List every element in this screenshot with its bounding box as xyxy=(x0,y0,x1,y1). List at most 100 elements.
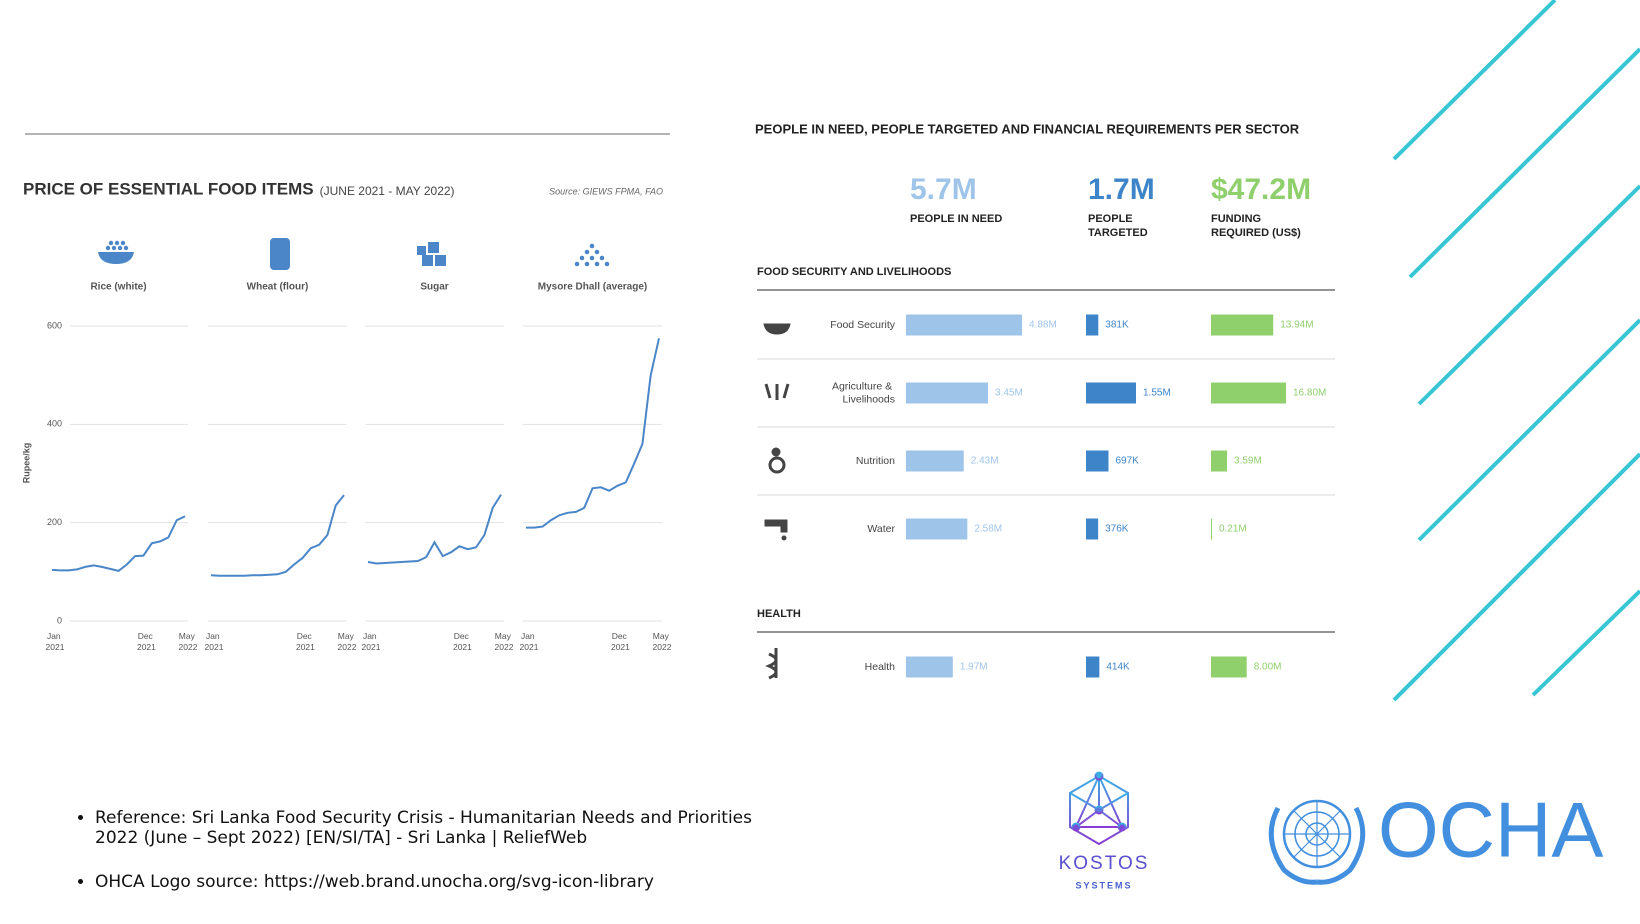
value-label: 0.21M xyxy=(1219,524,1247,535)
rice-icon xyxy=(114,240,120,246)
bar xyxy=(906,656,953,678)
sector-label: Agriculture & Livelihoods xyxy=(832,380,895,405)
sugar-icon xyxy=(435,255,446,266)
price-line xyxy=(526,338,660,529)
value-label: 8.00M xyxy=(1254,662,1282,673)
summary-label: PEOPLE TARGETED xyxy=(1088,213,1148,239)
y-tick-label: 400 xyxy=(47,419,62,429)
dhall-icon xyxy=(604,261,610,267)
rice-icon xyxy=(117,245,123,251)
y-tick-label: 600 xyxy=(47,320,62,330)
x-tick-label: Jan 2021 xyxy=(46,631,65,652)
bar xyxy=(906,518,968,540)
summary-label: FUNDING REQUIRED (US$) xyxy=(1211,213,1301,239)
value-label: 1.97M xyxy=(960,662,988,673)
price-line xyxy=(51,515,186,572)
x-tick-label: Dec 2021 xyxy=(453,631,472,652)
summary-total: $47.2M xyxy=(1211,173,1311,206)
value-label: 2.43M xyxy=(971,456,999,467)
reference-item: OHCA Logo source: https://web.brand.unoc… xyxy=(95,872,785,892)
rice-icon xyxy=(123,245,129,251)
ocha-wordmark: OCHA xyxy=(1378,786,1603,874)
water-icon xyxy=(780,519,788,533)
summary-label: PEOPLE IN NEED xyxy=(910,213,1003,225)
panel-title: Sugar xyxy=(420,282,448,293)
bar xyxy=(1086,314,1099,336)
dhall-icon xyxy=(584,249,590,255)
food-security-icon xyxy=(763,323,791,335)
chart-title: PRICE OF ESSENTIAL FOOD ITEMS xyxy=(23,179,314,198)
bar xyxy=(1211,450,1228,472)
bar xyxy=(906,314,1022,336)
un-emblem xyxy=(1268,799,1366,885)
value-label: 16.80M xyxy=(1293,388,1326,399)
x-tick-label: May 2022 xyxy=(338,631,357,652)
health-icon xyxy=(765,648,778,680)
deco-line xyxy=(1408,47,1640,279)
bar xyxy=(1086,518,1099,540)
sector-icons xyxy=(763,323,791,680)
price-line xyxy=(210,494,345,577)
reference-item: Reference: Sri Lanka Food Security Crisi… xyxy=(95,808,785,848)
x-tick-label: Jan 2021 xyxy=(362,631,381,652)
wheat-icon xyxy=(270,238,290,270)
panel-title: Rice (white) xyxy=(90,282,146,293)
bar xyxy=(1086,656,1100,678)
kostos-node xyxy=(1094,805,1104,815)
deco-line xyxy=(1392,452,1640,702)
food-icons xyxy=(98,238,610,270)
y-tick-label: 0 xyxy=(57,615,62,625)
value-label: 3.45M xyxy=(995,388,1023,399)
chart-source: Source: GIEWS FPMA, FAO xyxy=(549,186,663,196)
kostos-node xyxy=(1094,771,1104,781)
bar xyxy=(1086,450,1109,472)
kostos-tagline: SYSTEMS xyxy=(1075,880,1132,890)
value-label: 13.94M xyxy=(1280,320,1313,331)
dhall-icon xyxy=(574,261,580,267)
group-title: HEALTH xyxy=(757,608,801,620)
group-title: FOOD SECURITY AND LIVELIHOODS xyxy=(757,266,951,278)
kostos-logo xyxy=(1069,771,1129,846)
rice-icon xyxy=(98,252,134,264)
value-label: 4.88M xyxy=(1029,320,1057,331)
x-tick-label: May 2022 xyxy=(653,631,672,652)
dhall-icon xyxy=(594,261,600,267)
value-label: 376K xyxy=(1105,524,1129,535)
rice-icon xyxy=(120,240,126,246)
sugar-icon xyxy=(428,242,439,253)
price-line xyxy=(367,494,502,565)
x-tick-label: Jan 2021 xyxy=(205,631,224,652)
value-label: 2.58M xyxy=(974,524,1002,535)
kostos-node xyxy=(1071,822,1081,832)
deco-line xyxy=(1417,318,1640,542)
value-label: 3.59M xyxy=(1234,456,1262,467)
agriculture-icon xyxy=(764,383,790,400)
rice-icon xyxy=(111,245,117,251)
kostos-network xyxy=(1074,775,1124,828)
nutrition-icon xyxy=(768,456,786,474)
chart-subtitle: (JUNE 2021 - MAY 2022) xyxy=(320,184,455,198)
dhall-icon xyxy=(589,243,595,249)
bar xyxy=(1211,656,1247,678)
reference-list: Reference: Sri Lanka Food Security Crisi… xyxy=(78,808,785,916)
deco-line xyxy=(1531,589,1640,697)
dhall-icon xyxy=(584,261,590,267)
dhall-icon xyxy=(599,255,605,261)
deco-line xyxy=(1417,184,1640,406)
panel-title: Mysore Dhall (average) xyxy=(538,282,648,293)
value-label: 1.55M xyxy=(1143,388,1171,399)
decoration xyxy=(1392,0,1640,702)
bar xyxy=(906,382,989,404)
bar xyxy=(1086,382,1136,404)
summary-total: 5.7M xyxy=(910,173,977,206)
x-tick-label: May 2022 xyxy=(179,631,198,652)
un-globe xyxy=(1284,801,1350,867)
value-label: 697K xyxy=(1115,456,1139,467)
dhall-icon xyxy=(594,249,600,255)
kostos-wordmark: KOSTOS xyxy=(1059,853,1150,874)
sector-label: Food Security xyxy=(830,319,896,331)
rice-icon xyxy=(105,245,111,251)
sugar-icon xyxy=(422,255,433,266)
